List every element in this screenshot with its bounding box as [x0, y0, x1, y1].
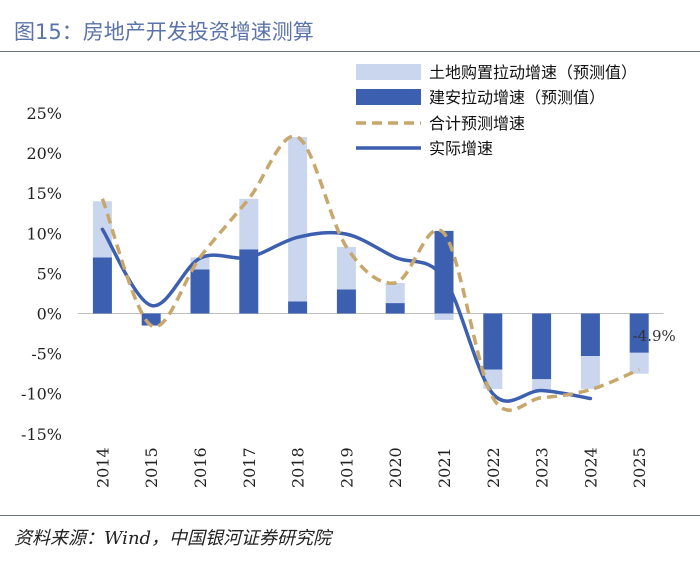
land-bar-2025: [629, 352, 649, 374]
build-bar-2025: [629, 313, 649, 353]
y-tick-label: -5%: [31, 345, 62, 364]
y-axis: -15% -10% -5% 0% 5% 10% 15% 20% 25%: [21, 104, 664, 444]
build-bar-2023: [532, 313, 552, 380]
footer-divider: [0, 515, 700, 516]
annotations: -4.9%: [633, 327, 676, 345]
bars: [92, 137, 649, 390]
lines: [100, 134, 640, 412]
legend-label: 建安拉动增速（预测值）: [429, 88, 605, 107]
land-bar-2018: [288, 137, 308, 302]
x-tick-label: 2015: [142, 447, 161, 488]
build-bar-2014: [92, 257, 112, 314]
legend-swatch: [356, 64, 421, 80]
source-note: 资料来源：Wind，中国银河证券研究院: [14, 528, 332, 549]
x-tick-label: 2022: [484, 447, 503, 488]
build-bar-2017: [239, 249, 259, 314]
x-tick-label: 2014: [93, 447, 112, 488]
build-bar-2024: [580, 313, 600, 357]
x-tick-label: 2025: [630, 447, 649, 488]
build-bar-2018: [288, 301, 308, 314]
title-divider: [0, 51, 700, 52]
y-tick-label: 25%: [26, 104, 62, 123]
y-tick-label: -10%: [21, 385, 62, 404]
y-tick-label: 0%: [37, 305, 62, 324]
land-bar-2017: [239, 198, 259, 250]
y-tick-label: 20%: [26, 144, 62, 163]
legend-label: 实际增速: [429, 139, 493, 158]
land-bar-2024: [580, 356, 600, 389]
y-tick-label: -15%: [21, 425, 62, 444]
x-tick-label: 2018: [289, 447, 308, 488]
x-tick-label: 2016: [191, 447, 210, 488]
build-bar-2022: [483, 313, 503, 370]
legend-label: 土地购置拉动增速（预测值）: [429, 63, 637, 82]
build-bar-2019: [336, 289, 356, 314]
x-tick-label: 2021: [435, 447, 454, 488]
x-tick-label: 2024: [581, 447, 600, 488]
x-tick-label: 2020: [386, 447, 405, 488]
actual-growth-line: [100, 227, 593, 403]
land-bar-2023: [532, 379, 552, 390]
data-label: -4.9%: [633, 327, 676, 345]
land-bar-2020: [385, 283, 405, 304]
land-bar-2019: [336, 246, 356, 290]
x-tick-label: 2023: [533, 447, 552, 488]
y-tick-label: 5%: [37, 264, 62, 283]
x-tick-label: 2019: [337, 447, 356, 488]
build-bar-2020: [385, 303, 405, 314]
y-tick-label: 15%: [26, 184, 62, 203]
build-bar-2021: [434, 230, 454, 314]
chart-title: 图15：房地产开发投资增速测算: [14, 20, 314, 44]
land-bar-2021: [434, 313, 454, 320]
y-tick-label: 10%: [26, 224, 62, 243]
build-bar-2016: [190, 269, 210, 314]
legend-swatch: [356, 89, 421, 105]
forecast-total-line: [100, 134, 640, 412]
x-axis-labels: 2014 2015 2016 2017 2018 2019 2020 2021 2022 2023…: [93, 447, 649, 488]
x-tick-label: 2017: [240, 447, 259, 488]
legend-label: 合计预测增速: [429, 114, 525, 133]
